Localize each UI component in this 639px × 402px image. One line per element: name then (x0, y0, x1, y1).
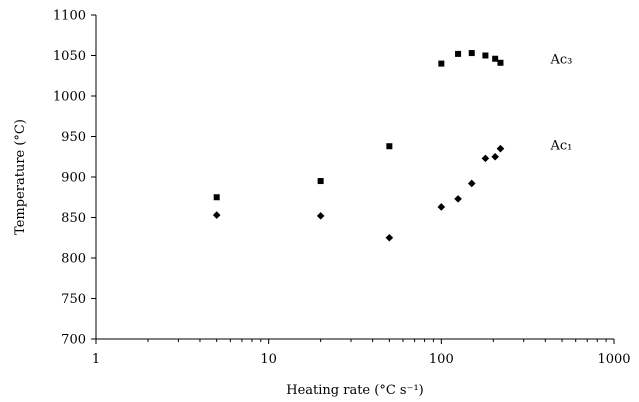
x-axis-label: Heating rate (°C s⁻¹) (286, 383, 423, 398)
x-axis-ticks: 1 10 100 1000 (92, 339, 631, 367)
ac3-point (317, 178, 324, 185)
ac3-point (468, 50, 475, 57)
x-tick-label: 10 (260, 352, 277, 367)
ac1-point (481, 154, 490, 163)
ac1-point (467, 179, 476, 188)
series-label-ac1: Ac₁ (549, 139, 572, 154)
y-axis-ticks: 700 750 800 850 900 950 1000 1050 1100 (53, 9, 96, 348)
ac1-point (491, 152, 499, 161)
ac3-point (482, 52, 489, 59)
y-tick-label: 1050 (53, 49, 86, 64)
y-axis-label: Temperature (°C) (13, 119, 28, 235)
ac1-point (212, 211, 221, 219)
y-tick-label: 700 (61, 333, 86, 348)
ac1-point (454, 195, 462, 203)
y-tick-label: 750 (61, 292, 86, 307)
y-tick-label: 950 (61, 130, 86, 145)
y-tick-label: 800 (61, 252, 86, 267)
y-tick-label: 1000 (53, 90, 86, 105)
ac1-point (437, 203, 446, 211)
ac3-point (386, 143, 393, 150)
x-tick-label: 1 (92, 352, 100, 367)
y-tick-label: 850 (61, 211, 86, 226)
ac3-point (497, 59, 504, 66)
ac3-point (492, 55, 499, 62)
ac1-point (316, 212, 325, 220)
ac1-point (385, 233, 394, 242)
y-tick-label: 900 (61, 171, 86, 186)
x-tick-label: 100 (429, 352, 454, 367)
ac3-point (455, 50, 462, 57)
x-tick-label: 1000 (597, 352, 630, 367)
data-points (212, 50, 505, 242)
ac1-point (496, 144, 505, 153)
ac3-point (438, 60, 445, 67)
y-tick-label: 1100 (53, 9, 86, 24)
ac3-point (213, 194, 220, 201)
series-label-ac3: Ac₃ (549, 53, 572, 68)
